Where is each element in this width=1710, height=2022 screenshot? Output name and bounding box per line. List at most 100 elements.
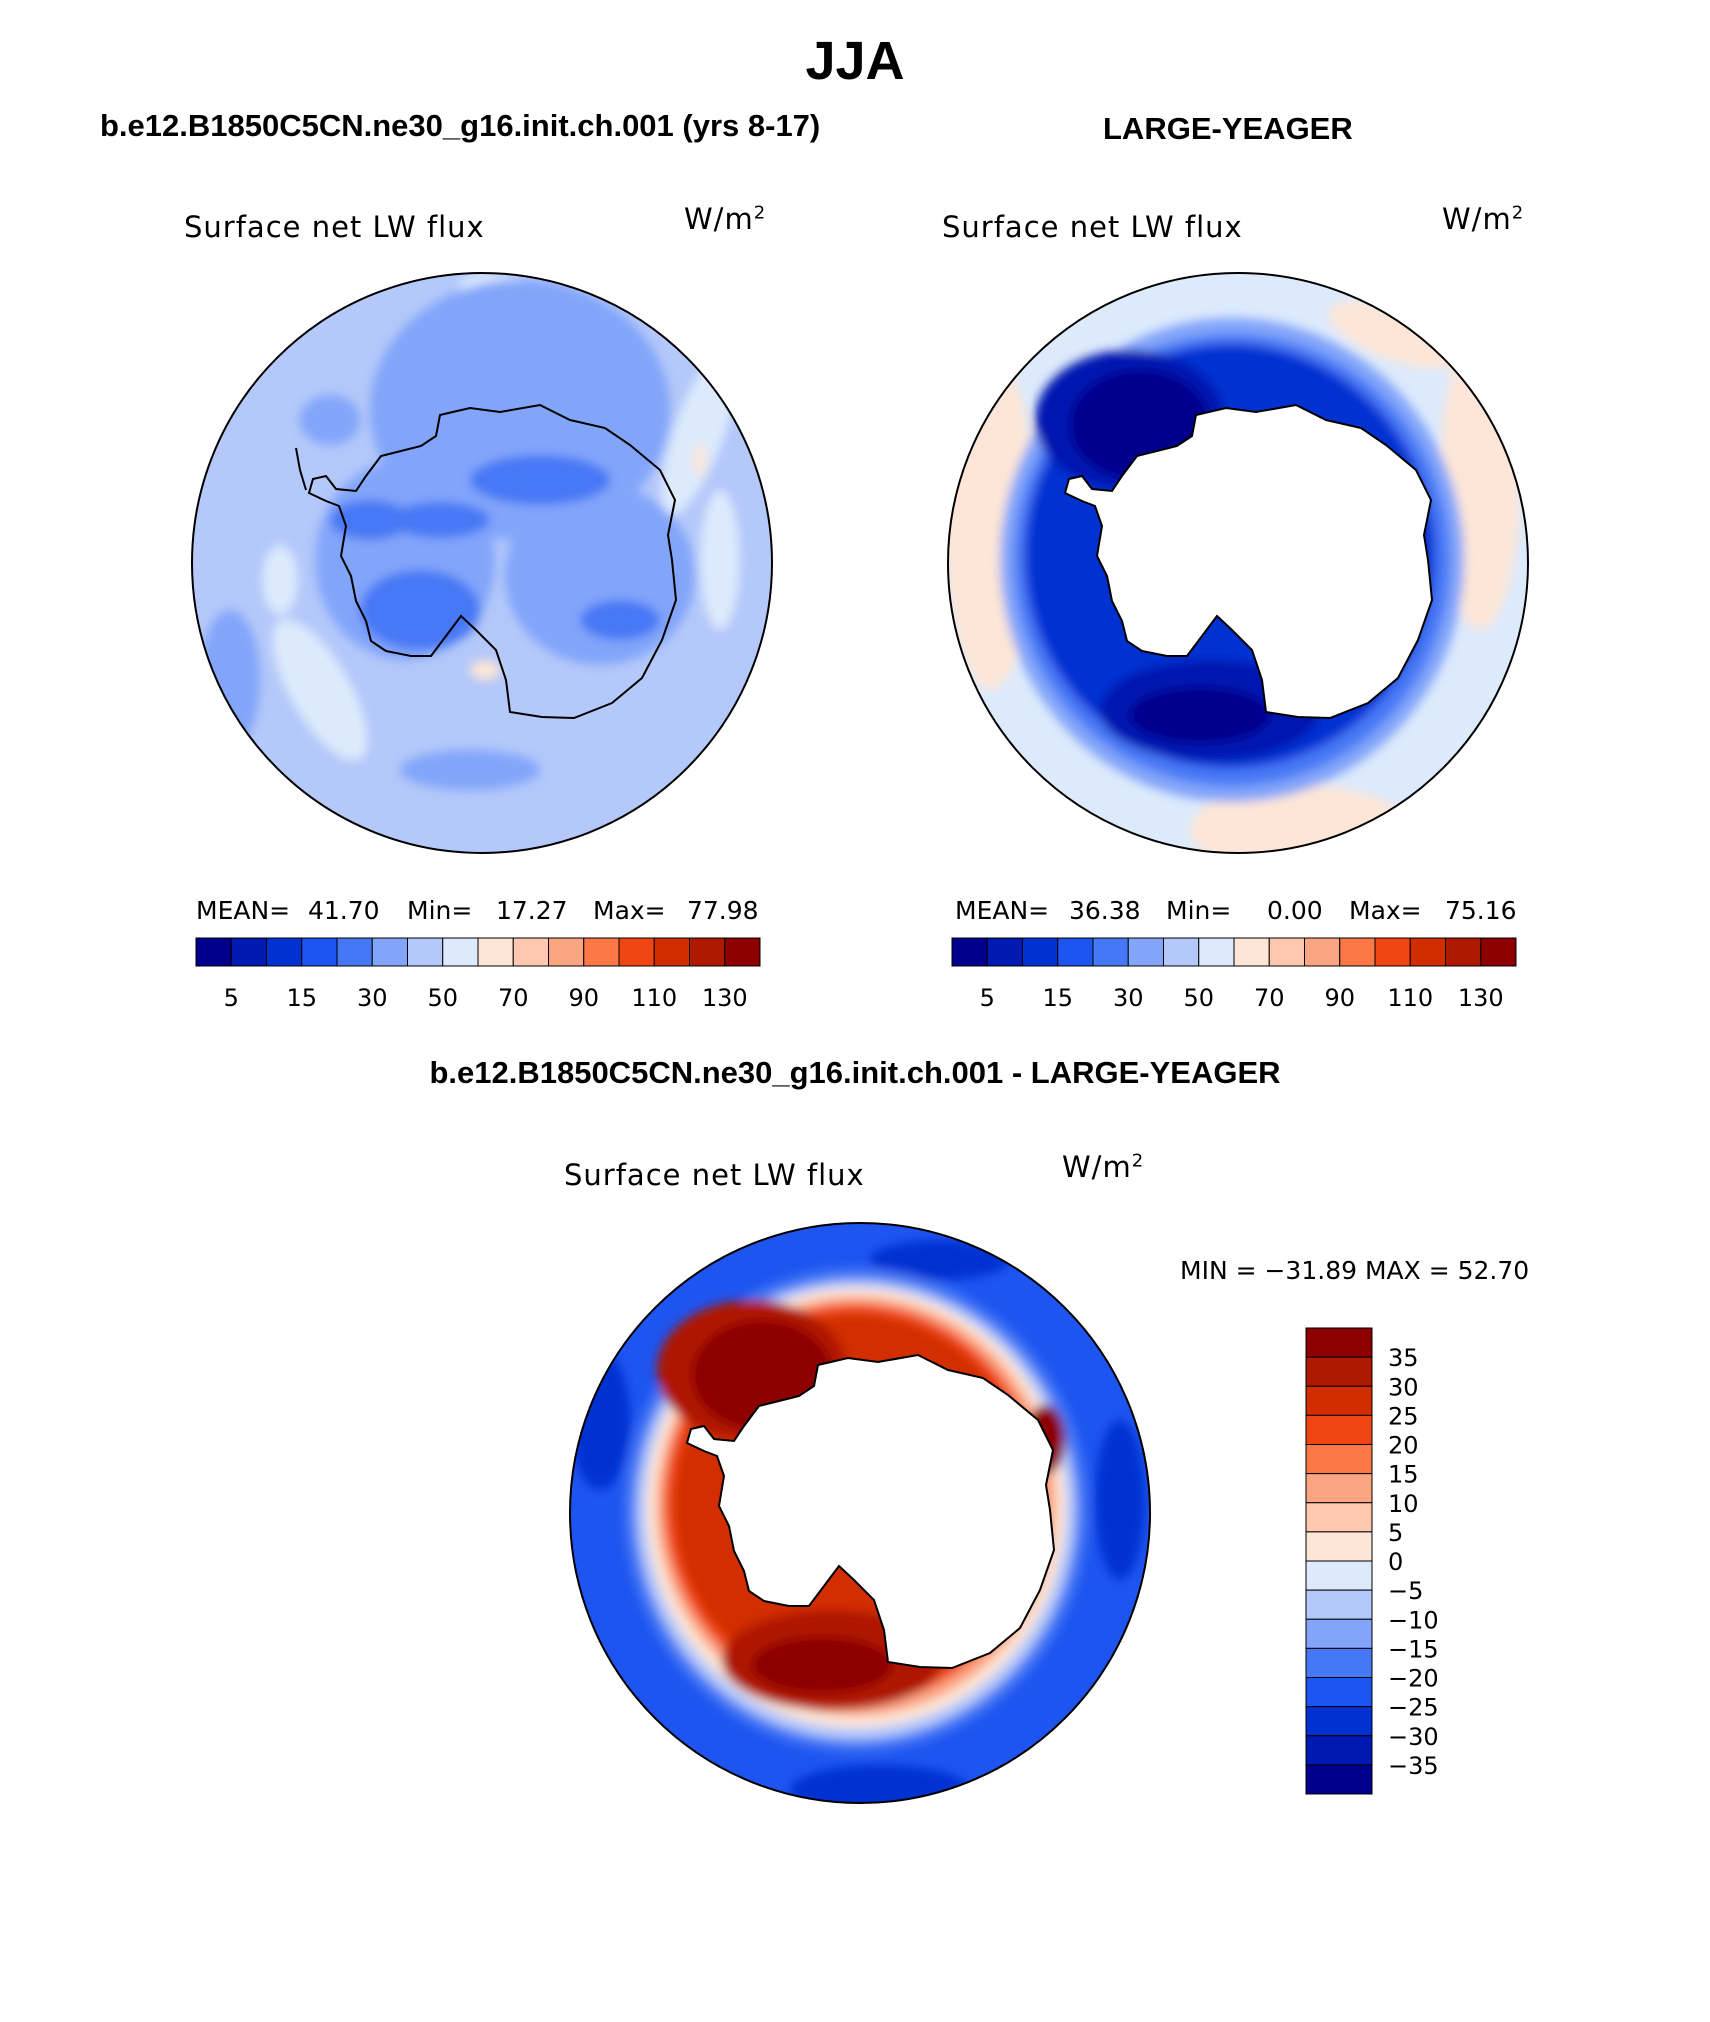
difference-colorbar-swatch xyxy=(1305,1677,1373,1708)
left-colorbar: 5 15 30 50 70 90 110 130 xyxy=(195,937,761,1012)
difference-colorbar-tick-label: 15 xyxy=(1388,1461,1419,1489)
left-colorbar-tick-label: 110 xyxy=(631,984,677,1012)
difference-polar-map xyxy=(569,1222,1151,1804)
left-units-label: W/m2 xyxy=(684,202,767,236)
difference-colorbar-tick-label: −35 xyxy=(1388,1752,1439,1780)
right-colorbar-tick-label: 30 xyxy=(1113,984,1144,1012)
difference-colorbar-swatch xyxy=(1305,1647,1373,1678)
left-colorbar-swatch xyxy=(266,937,303,967)
difference-colorbar-tick-label: −15 xyxy=(1388,1635,1439,1663)
left-colorbar-swatch xyxy=(653,937,690,967)
left-min-value: 17.27 xyxy=(496,896,568,925)
right-colorbar-swatch xyxy=(1163,937,1200,967)
right-colorbar-swatch xyxy=(986,937,1023,967)
difference-colorbar-tick-label: −25 xyxy=(1388,1694,1439,1722)
difference-colorbar-swatch xyxy=(1305,1618,1373,1649)
left-colorbar-swatch xyxy=(336,937,373,967)
right-colorbar-swatch xyxy=(1409,937,1446,967)
right-colorbar-swatch xyxy=(1268,937,1305,967)
difference-colorbar-tick-label: −30 xyxy=(1388,1723,1439,1751)
right-colorbar-swatch xyxy=(1339,937,1376,967)
difference-colorbar-tick-label: −5 xyxy=(1388,1577,1423,1605)
left-colorbar-swatch xyxy=(548,937,585,967)
left-max-label: Max= xyxy=(593,896,666,925)
difference-colorbar-swatch xyxy=(1305,1356,1373,1387)
left-colorbar-swatch xyxy=(724,937,761,967)
right-min-value: 0.00 xyxy=(1267,896,1323,925)
right-colorbar-swatch xyxy=(1480,937,1517,967)
left-colorbar-tick-label: 50 xyxy=(427,984,458,1012)
left-polar-map xyxy=(191,272,773,854)
right-colorbar-swatch xyxy=(1092,937,1129,967)
difference-colorbar-tick-label: 10 xyxy=(1388,1490,1419,1518)
left-colorbar-swatch xyxy=(195,937,232,967)
right-colorbar-swatch xyxy=(1022,937,1059,967)
right-colorbar-swatch xyxy=(1057,937,1094,967)
right-colorbar-swatch xyxy=(1304,937,1341,967)
difference-colorbar-swatch xyxy=(1305,1531,1373,1562)
left-colorbar-swatch xyxy=(371,937,408,967)
difference-colorbar-tick-label: 25 xyxy=(1388,1402,1419,1430)
difference-colorbar-swatch xyxy=(1305,1327,1373,1358)
left-colorbar-swatch xyxy=(477,937,514,967)
right-panel-title: LARGE-YEAGER xyxy=(1103,111,1353,146)
left-colorbar-swatch xyxy=(407,937,444,967)
left-colorbar-tick-label: 30 xyxy=(357,984,388,1012)
left-colorbar-tick-label: 90 xyxy=(568,984,599,1012)
main-title: JJA xyxy=(805,31,905,91)
left-colorbar-tick-label: 70 xyxy=(498,984,529,1012)
difference-panel-title: b.e12.B1850C5CN.ne30_g16.init.ch.001 - L… xyxy=(429,1055,1281,1090)
difference-colorbar-tick-label: 20 xyxy=(1388,1432,1419,1460)
right-colorbar-tick-label: 15 xyxy=(1042,984,1073,1012)
left-colorbar-swatch xyxy=(512,937,549,967)
right-colorbar-swatch xyxy=(1374,937,1411,967)
left-colorbar-tick-label: 5 xyxy=(224,984,239,1012)
difference-colorbar-swatch xyxy=(1305,1560,1373,1591)
left-colorbar-swatch xyxy=(583,937,620,967)
difference-colorbar-tick-label: 0 xyxy=(1388,1548,1403,1576)
right-colorbar-tick-label: 50 xyxy=(1183,984,1214,1012)
difference-colorbar-swatch xyxy=(1305,1473,1373,1504)
right-field-label: Surface net LW flux xyxy=(942,210,1243,244)
diff-units-label: W/m2 xyxy=(1062,1150,1145,1184)
right-colorbar-tick-label: 90 xyxy=(1324,984,1355,1012)
right-colorbar-tick-label: 110 xyxy=(1387,984,1433,1012)
difference-colorbar-swatch xyxy=(1305,1735,1373,1766)
right-mean-label: MEAN= xyxy=(955,896,1050,925)
left-field-label: Surface net LW flux xyxy=(184,210,485,244)
left-max-value: 77.98 xyxy=(687,896,759,925)
left-colorbar-swatch xyxy=(301,937,338,967)
right-colorbar-tick-label: 5 xyxy=(980,984,995,1012)
difference-colorbar-tick-label: −20 xyxy=(1388,1665,1439,1693)
difference-colorbar-tick-label: 30 xyxy=(1388,1373,1419,1401)
difference-colorbar-swatch xyxy=(1305,1385,1373,1416)
difference-colorbar-tick-label: 35 xyxy=(1388,1344,1419,1372)
left-colorbar-swatch xyxy=(230,937,267,967)
difference-colorbar-tick-label: −10 xyxy=(1388,1606,1439,1634)
difference-colorbar-swatch xyxy=(1305,1502,1373,1533)
right-colorbar-swatch xyxy=(951,937,988,967)
right-colorbar: 5 15 30 50 70 90 110 130 xyxy=(951,937,1517,1012)
right-units-label: W/m2 xyxy=(1442,202,1525,236)
right-colorbar-swatch xyxy=(1127,937,1164,967)
right-colorbar-swatch xyxy=(1445,937,1482,967)
difference-colorbar-swatch xyxy=(1305,1414,1373,1445)
right-colorbar-tick-label: 130 xyxy=(1458,984,1504,1012)
right-mean-value: 36.38 xyxy=(1069,896,1141,925)
left-min-label: Min= xyxy=(407,896,473,925)
difference-colorbar-swatch xyxy=(1305,1589,1373,1620)
right-min-label: Min= xyxy=(1166,896,1232,925)
right-max-label: Max= xyxy=(1349,896,1422,925)
left-colorbar-swatch xyxy=(618,937,655,967)
left-mean-label: MEAN= xyxy=(196,896,291,925)
right-max-value: 75.16 xyxy=(1445,896,1517,925)
left-mean-value: 41.70 xyxy=(308,896,380,925)
diff-field-label: Surface net LW flux xyxy=(564,1158,865,1192)
right-colorbar-swatch xyxy=(1233,937,1270,967)
left-colorbar-swatch xyxy=(442,937,479,967)
left-colorbar-tick-label: 15 xyxy=(286,984,317,1012)
right-polar-map xyxy=(947,272,1529,854)
right-colorbar-swatch xyxy=(1198,937,1235,967)
